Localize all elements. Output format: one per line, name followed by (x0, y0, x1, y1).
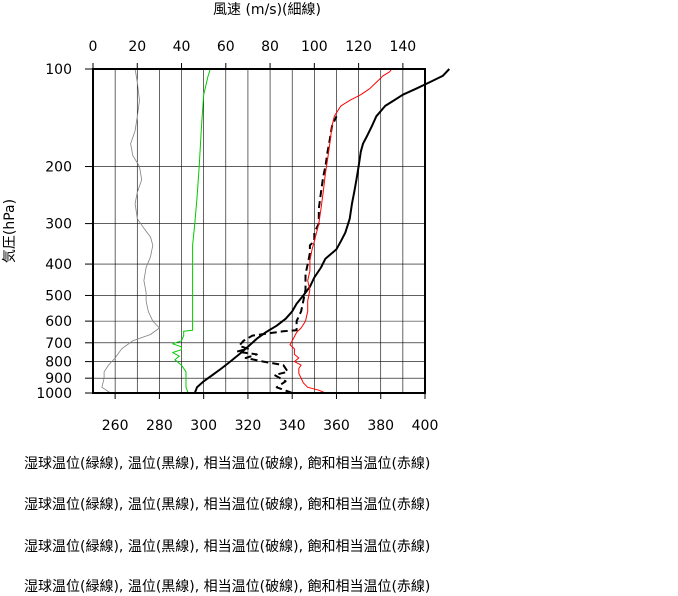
top-tick-label-120: 120 (345, 39, 372, 55)
pressure-tick-label-400: 400 (45, 257, 72, 273)
caption-line-3: 湿球温位(緑線), 温位(黒線), 相当温位(破線), 飽和相当温位(赤線) (24, 539, 431, 555)
bottom-tick-label-360: 360 (323, 418, 350, 434)
pressure-tick-label-900: 900 (45, 371, 72, 387)
sounding-chart: 260 280 300 320 340 360 380 400 0 20 40 60 80 100 120 1… (2, 2, 451, 434)
top-tick-label-140: 140 (389, 39, 416, 55)
bottom-tick-label-320: 320 (235, 418, 262, 434)
top-tick-label-40: 40 (173, 39, 191, 55)
series-line-1 (172, 68, 211, 394)
bottom-tick-label-400: 400 (412, 418, 439, 434)
caption-line-2: 湿球温位(緑線), 温位(黒線), 相当温位(破線), 飽和相当温位(赤線) (24, 497, 431, 513)
series-line-4 (289, 68, 393, 394)
series-line-3 (235, 115, 338, 394)
series-line-0 (101, 68, 160, 394)
y-axis-title: 気圧(hPa) (2, 199, 18, 263)
pressure-tick-label-100: 100 (45, 62, 72, 78)
top-tick-label-0: 0 (89, 39, 98, 55)
bottom-tick-label-260: 260 (102, 418, 129, 434)
pressure-tick-label-800: 800 (45, 355, 72, 371)
pressure-tick-label-1000: 1000 (36, 386, 72, 402)
pressure-tick-label-600: 600 (45, 314, 72, 330)
plot-frame (92, 68, 426, 394)
bottom-tick-label-340: 340 (279, 418, 306, 434)
top-axis-title: 風速 (m/s)(細線) (213, 2, 321, 18)
pressure-tick-label-500: 500 (45, 288, 72, 304)
caption-line-1: 湿球温位(緑線), 温位(黒線), 相当温位(破線), 飽和相当温位(赤線) (24, 456, 431, 472)
top-tick-label-80: 80 (261, 39, 279, 55)
series-line-2 (193, 68, 451, 394)
bottom-tick-label-380: 380 (367, 418, 394, 434)
pressure-tick-label-700: 700 (45, 336, 72, 352)
top-tick-label-60: 60 (217, 39, 235, 55)
pressure-tick-label-200: 200 (45, 160, 72, 176)
top-tick-label-20: 20 (128, 39, 146, 55)
bottom-tick-label-280: 280 (146, 418, 173, 434)
top-tick-label-100: 100 (301, 39, 328, 55)
pressure-tick-label-300: 300 (45, 217, 72, 233)
caption-line-4: 湿球温位(緑線), 温位(黒線), 相当温位(破線), 飽和相当温位(赤線) (24, 579, 431, 595)
bottom-tick-label-300: 300 (190, 418, 217, 434)
